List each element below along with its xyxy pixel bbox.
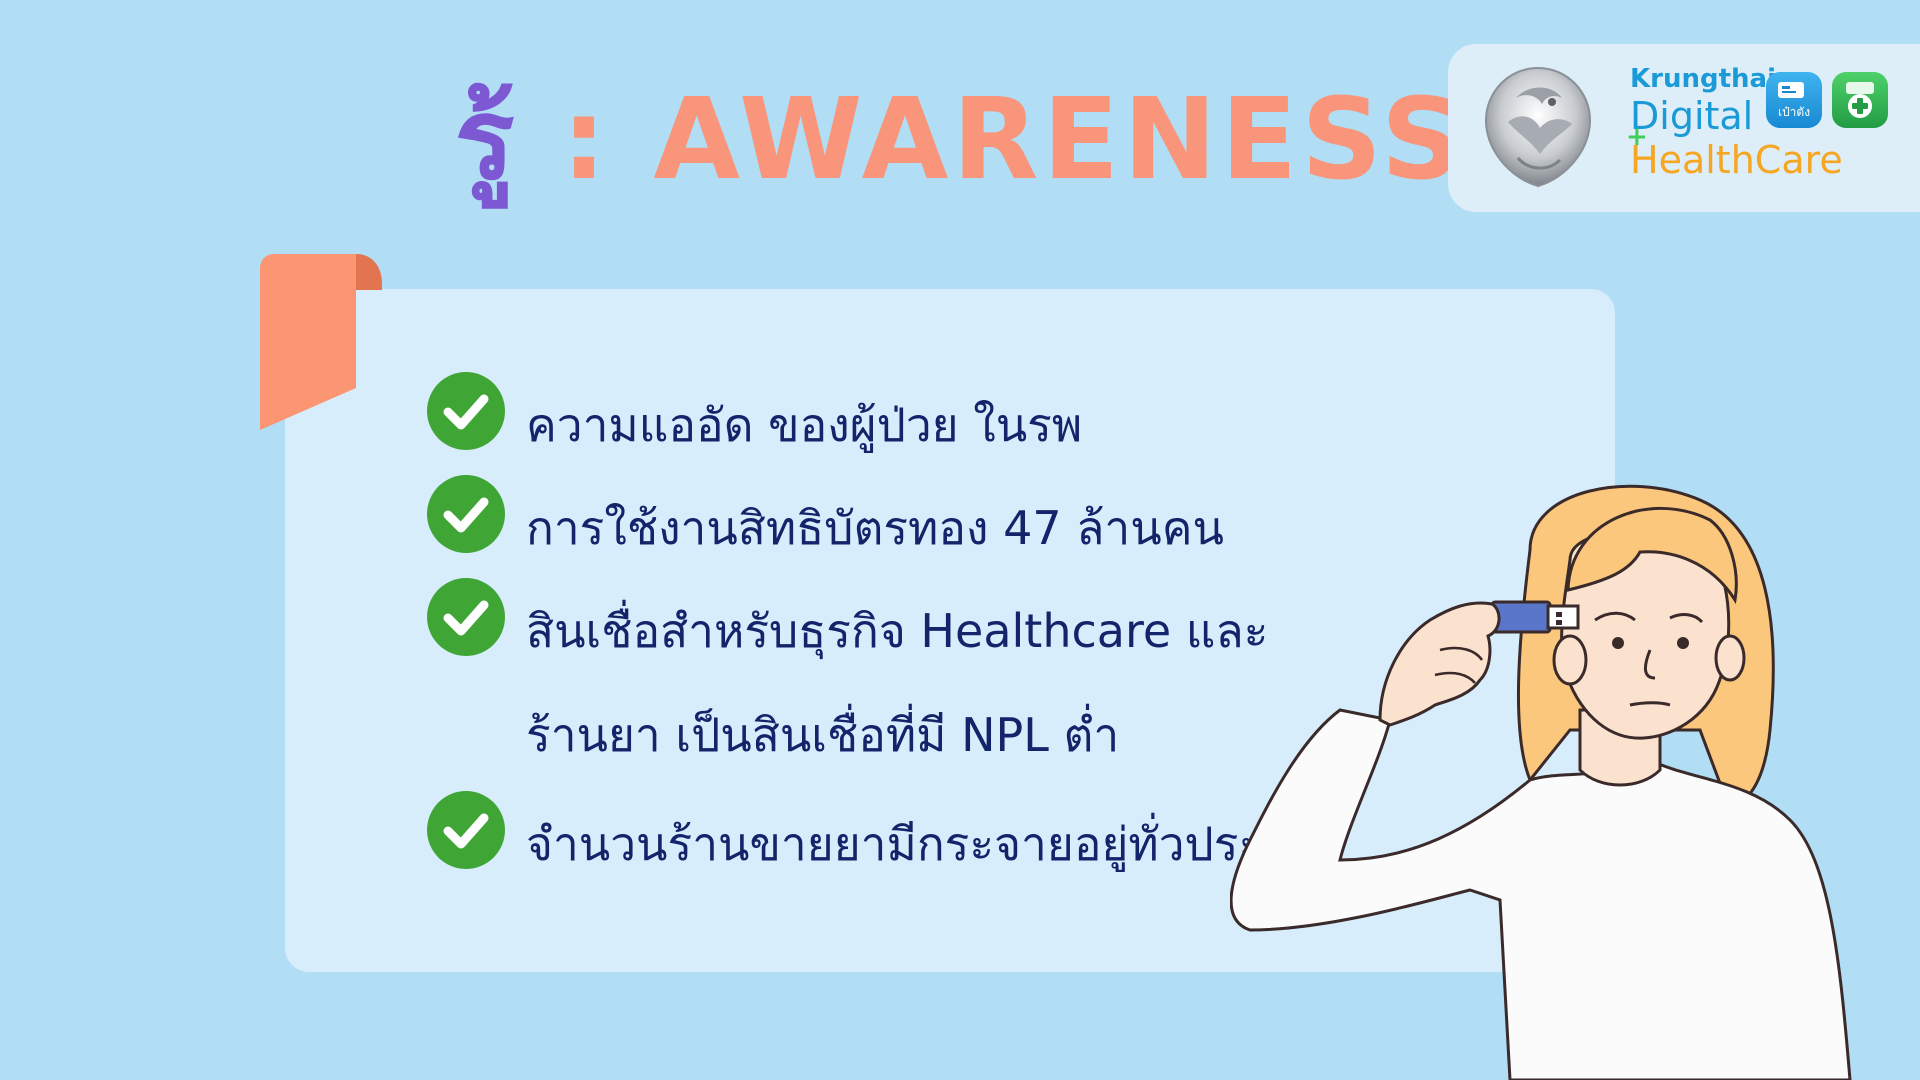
page-title: รู้ : AWARENESS [0, 70, 1920, 210]
paotang-app-icon: เป๋าตัง [1766, 72, 1822, 128]
logo-digital: Digital [1630, 94, 1754, 138]
check-circle-icon [427, 475, 505, 553]
feature-line: การใช้งานสิทธิบัตรทอง 47 ล้านคน [526, 501, 1224, 555]
check-circle-icon [427, 372, 505, 450]
feature-line: ร้านยา เป็นสินเชื่อที่มี NPL ต่ำ [526, 708, 1120, 762]
feature-text: การใช้งานสิทธิบัตรทอง 47 ล้านคน [526, 476, 1426, 580]
feature-text: สินเชื่อสำหรับธุรกิจ Healthcare และ ร้าน… [526, 579, 1426, 787]
title-thai: รู้ [454, 75, 519, 205]
check-circle-icon [427, 791, 505, 869]
check-circle-icon [427, 578, 505, 656]
logo-text: Krungthai Digital HealthCare [1630, 64, 1843, 182]
logo-brand: Krungthai [1630, 64, 1776, 94]
brand-logo: Krungthai Digital HealthCare + เป๋าตัง [1448, 44, 1920, 212]
feature-line: สินเชื่อสำหรับธุรกิจ Healthcare และ [526, 604, 1269, 658]
title-english: AWARENESS [653, 75, 1466, 205]
feature-line: ความแออัด ของผู้ป่วย ในรพ [526, 398, 1083, 452]
health-app-icon [1832, 72, 1888, 128]
paotang-label: เป๋าตัง [1777, 105, 1811, 119]
logo-plus: + [1626, 122, 1648, 152]
feature-text: จำนวนร้านขายยามีกระจายอยู่ทั่วประเทศ [526, 792, 1426, 896]
title-separator: : [518, 75, 654, 205]
feature-text: ความแออัด ของผู้ป่วย ในรพ [526, 373, 1426, 477]
bookmark-ribbon-icon [260, 254, 382, 430]
feature-line: จำนวนร้านขายยามีกระจายอยู่ทั่วประเทศ [526, 817, 1339, 871]
wallet-icon [1778, 82, 1804, 98]
medical-cross-icon [1846, 82, 1874, 118]
garuda-mascot-icon [1484, 66, 1592, 188]
woman-with-usb-illustration [1230, 484, 1852, 1080]
logo-healthcare: HealthCare [1630, 138, 1843, 182]
